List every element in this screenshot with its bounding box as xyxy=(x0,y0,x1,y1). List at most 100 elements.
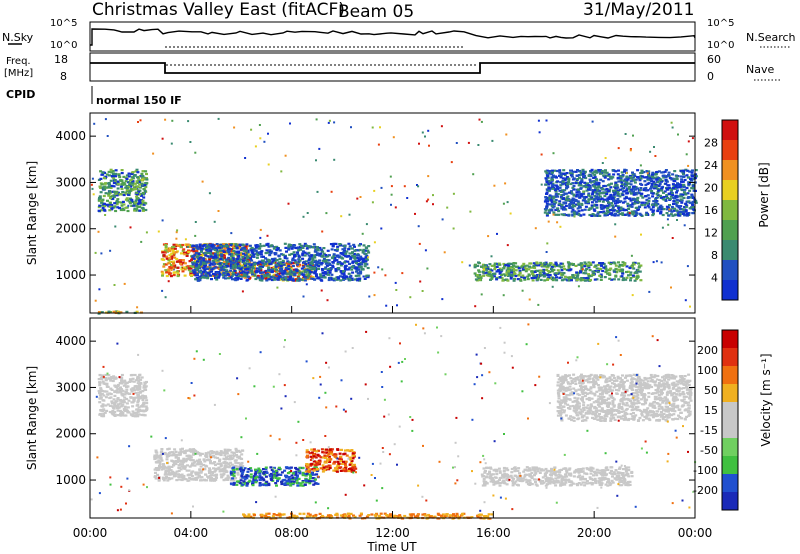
range-cell xyxy=(537,264,541,267)
colorbar-frame xyxy=(721,119,739,301)
range-cell xyxy=(239,268,243,271)
range-cell xyxy=(652,187,656,190)
range-cell xyxy=(652,261,655,264)
range-cell xyxy=(289,269,293,272)
range-cell xyxy=(572,177,576,180)
range-cell xyxy=(138,193,141,196)
range-cell xyxy=(331,264,335,267)
range-cell xyxy=(328,263,332,266)
range-cell xyxy=(363,249,367,252)
range-cell xyxy=(175,231,178,234)
range-cell xyxy=(574,170,578,173)
range-cell xyxy=(342,271,346,274)
range-cell xyxy=(221,468,225,471)
range-cell xyxy=(297,276,301,280)
range-cell xyxy=(292,279,295,282)
range-cell xyxy=(229,269,233,272)
range-cell xyxy=(185,454,189,457)
range-cell xyxy=(547,186,551,189)
range-cell xyxy=(199,465,203,468)
range-cell xyxy=(583,279,587,282)
range-cell xyxy=(100,252,103,255)
range-cell xyxy=(227,263,231,266)
range-cell xyxy=(120,201,124,204)
range-cell xyxy=(114,192,118,195)
range-cell xyxy=(591,270,595,273)
range-cell xyxy=(593,191,597,194)
range-cell xyxy=(297,249,301,252)
range-cell xyxy=(135,387,139,390)
range-cell xyxy=(348,213,351,216)
range-cell xyxy=(267,245,271,248)
range-cell xyxy=(638,270,642,273)
range-cell xyxy=(140,183,144,186)
range-cell xyxy=(651,173,654,176)
range-cell xyxy=(190,258,194,261)
range-cell xyxy=(250,255,254,258)
nave-tick-high: 60 xyxy=(707,53,721,66)
range-cell xyxy=(663,170,667,173)
range-cell xyxy=(180,252,183,255)
range-cell xyxy=(292,268,296,271)
range-cell xyxy=(197,257,201,260)
range-cell xyxy=(611,196,615,199)
range-cell xyxy=(675,209,679,212)
range-cell xyxy=(595,195,599,198)
range-cell xyxy=(195,246,199,249)
range-cell xyxy=(666,208,669,211)
range-cell xyxy=(495,265,499,268)
range-cell xyxy=(167,271,171,274)
range-cell xyxy=(685,153,688,156)
range-cell xyxy=(538,131,541,134)
range-cell xyxy=(656,203,660,206)
range-cell xyxy=(214,256,218,259)
range-cell xyxy=(531,279,535,282)
range-cell xyxy=(583,170,587,173)
range-cell xyxy=(644,213,648,216)
range-cell xyxy=(584,196,588,199)
range-cell xyxy=(654,198,657,201)
colorbar-tick-label: 12 xyxy=(704,227,718,240)
range-cell xyxy=(338,255,342,258)
range-cell xyxy=(510,262,514,265)
range-cell xyxy=(203,479,207,482)
range-cell xyxy=(616,214,620,217)
range-cell xyxy=(283,269,287,273)
range-cell xyxy=(194,450,198,453)
range-cell xyxy=(141,390,145,393)
range-cell xyxy=(559,181,563,184)
range-cell xyxy=(114,172,118,175)
range-cell xyxy=(195,277,199,280)
range-cell xyxy=(655,193,659,196)
range-cell xyxy=(227,256,231,259)
range-cell xyxy=(118,207,121,210)
range-cell xyxy=(243,262,246,265)
range-cell xyxy=(108,174,111,177)
range-cell xyxy=(139,378,143,381)
range-cell xyxy=(331,261,335,264)
range-cell xyxy=(281,259,285,262)
range-cell xyxy=(345,250,349,253)
range-cell xyxy=(259,243,262,245)
range-cell xyxy=(186,474,190,477)
range-cell xyxy=(135,168,139,171)
range-cell xyxy=(116,206,120,209)
range-cell xyxy=(100,183,104,186)
range-cell xyxy=(587,188,590,191)
range-cell xyxy=(278,261,282,264)
range-cell xyxy=(389,175,392,178)
range-cell xyxy=(234,262,238,266)
range-cell xyxy=(551,184,555,187)
site-title: Christmas Valley East (fitACF) xyxy=(92,0,345,20)
range-cell xyxy=(141,209,145,212)
range-cell xyxy=(507,271,511,274)
range-cell xyxy=(108,396,112,400)
range-cell xyxy=(508,268,511,271)
colorbar-tick-label: 8 xyxy=(711,249,718,262)
range-cell xyxy=(327,259,331,262)
range-cell xyxy=(548,274,552,277)
range-cell xyxy=(352,252,356,256)
range-cell xyxy=(452,227,455,230)
range-cell xyxy=(545,266,549,269)
range-cell xyxy=(605,171,609,174)
